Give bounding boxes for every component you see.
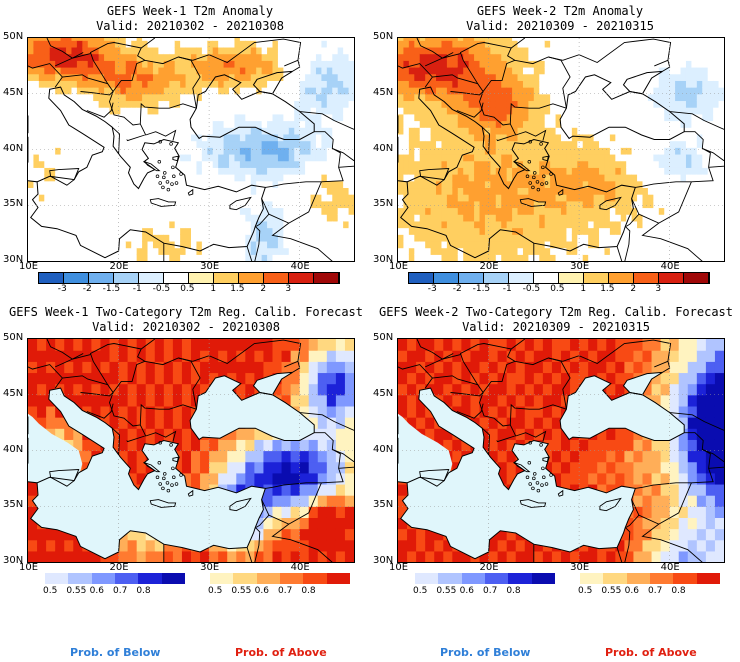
lat-tick-label: 35N: [3, 198, 24, 210]
prob-colorbar-tick-label: 0.55: [231, 586, 252, 596]
lat-tick-label: 30N: [3, 555, 24, 566]
lon-tick-label: 30E: [200, 562, 220, 573]
colorbar-tick-label: 0.5: [180, 284, 195, 294]
panel1-valid-dates: Valid: 20210302 - 20210308: [96, 19, 284, 33]
colorbar-tick-label: -1.5: [102, 284, 121, 294]
lat-tick-label: 45N: [3, 387, 24, 399]
panel4-title: GEFS Week-2 Two-Category T2m Reg. Calib.…: [378, 305, 733, 319]
panel3-valid-dates: Valid: 20210302 - 20210308: [92, 320, 280, 334]
prob-colorbar-tick-label: 0.8: [671, 586, 686, 596]
colorbar-tick-label: -0.5: [522, 284, 541, 294]
prob-colorbar-tick-label: 0.6: [89, 586, 104, 596]
panel4-valid-dates: Valid: 20210309 - 20210315: [462, 320, 650, 334]
lat-tick-label: 40N: [373, 443, 394, 455]
colorbar-tick-label: -1: [502, 284, 512, 294]
lat-tick-label: 40N: [373, 142, 394, 154]
lon-tick-label: 10E: [389, 261, 409, 272]
panel1-title: GEFS Week-1 T2m Anomaly: [106, 4, 274, 18]
prob-colorbar-tick-label: 0.8: [506, 586, 521, 596]
lon-tick-label: 30E: [570, 261, 590, 272]
prob-colorbar-tick-label: 0.55: [436, 586, 457, 596]
lat-tick-label: 40N: [3, 142, 24, 154]
lat-tick-label: 30N: [3, 254, 24, 265]
lon-tick-label: 20E: [479, 562, 499, 573]
lat-tick-label: 40N: [3, 443, 24, 455]
panel2-map: [397, 37, 725, 262]
prob-colorbar-tick-label: 0.7: [483, 586, 498, 596]
colorbar-tick-label: 2: [630, 284, 637, 294]
legend-prob-below-left: Prob. of Below: [70, 646, 161, 659]
colorbar-tick-label: -2: [452, 284, 462, 294]
prob-colorbar-tick-label: 0.7: [113, 586, 128, 596]
prob-colorbar-tick-label: 0.55: [66, 586, 87, 596]
prob-colorbar-tick-label: 0.6: [624, 586, 639, 596]
lat-tick-label: 45N: [3, 86, 24, 98]
panel2-title: GEFS Week-2 T2m Anomaly: [476, 4, 644, 18]
colorbar-tick-label: 3: [655, 284, 662, 294]
colorbar-tick-label: 3: [285, 284, 292, 294]
prob-colorbar-tick-label: 0.7: [278, 586, 293, 596]
colorbar-tick-label: 2: [260, 284, 267, 294]
colorbar-tick-label: 1: [210, 284, 217, 294]
colorbar-tick-label: 1: [580, 284, 587, 294]
lon-tick-label: 40E: [660, 261, 680, 272]
lon-tick-label: 40E: [660, 562, 680, 573]
lon-tick-label: 10E: [19, 562, 39, 573]
colorbar-tick-label: -3: [427, 284, 437, 294]
lat-tick-label: 45N: [373, 387, 394, 399]
lon-tick-label: 30E: [200, 261, 220, 272]
prob-colorbar-tick-label: 0.5: [578, 586, 593, 596]
prob-colorbar-tick-label: 0.55: [601, 586, 622, 596]
anomaly-colorbar: [408, 272, 710, 284]
lon-tick-label: 20E: [109, 562, 129, 573]
lon-tick-label: 40E: [290, 261, 310, 272]
colorbar-tick-label: 1.5: [230, 284, 245, 294]
legend-prob-above-right: Prob. of Above: [605, 646, 697, 659]
lat-tick-label: 50N: [3, 332, 24, 343]
prob-below-colorbar: [45, 573, 185, 584]
panel4-map: [397, 338, 725, 563]
lon-tick-label: 10E: [389, 562, 409, 573]
prob-above-colorbar: [210, 573, 350, 584]
colorbar-tick-label: 1.5: [600, 284, 615, 294]
colorbar-tick-label: -2: [82, 284, 92, 294]
lat-tick-label: 30N: [373, 555, 394, 566]
prob-colorbar-tick-label: 0.6: [459, 586, 474, 596]
anomaly-colorbar: [38, 272, 340, 284]
lon-tick-label: 40E: [290, 562, 310, 573]
lat-tick-label: 35N: [3, 499, 24, 511]
lat-tick-label: 50N: [3, 31, 24, 42]
lon-tick-label: 20E: [479, 261, 499, 272]
colorbar-tick-label: -1: [132, 284, 142, 294]
legend-prob-below-right: Prob. of Below: [440, 646, 531, 659]
panel2-valid-dates: Valid: 20210309 - 20210315: [466, 19, 654, 33]
lat-tick-label: 50N: [373, 332, 394, 343]
prob-colorbar-tick-label: 0.8: [301, 586, 316, 596]
panel3-map: [27, 338, 355, 563]
panel1-map: [27, 37, 355, 262]
colorbar-tick-label: -1.5: [472, 284, 491, 294]
prob-above-colorbar: [580, 573, 720, 584]
lon-tick-label: 30E: [570, 562, 590, 573]
prob-colorbar-tick-label: 0.5: [43, 586, 58, 596]
prob-colorbar-tick-label: 0.7: [648, 586, 663, 596]
panel3-title: GEFS Week-1 Two-Category T2m Reg. Calib.…: [8, 305, 363, 319]
lat-tick-label: 35N: [373, 198, 394, 210]
lon-tick-label: 20E: [109, 261, 129, 272]
legend-prob-above-left: Prob. of Above: [235, 646, 327, 659]
prob-colorbar-tick-label: 0.5: [413, 586, 428, 596]
prob-colorbar-tick-label: 0.6: [254, 586, 269, 596]
lat-tick-label: 35N: [373, 499, 394, 511]
lon-tick-label: 10E: [19, 261, 39, 272]
colorbar-tick-label: -0.5: [152, 284, 171, 294]
colorbar-tick-label: 0.5: [550, 284, 565, 294]
lat-tick-label: 30N: [373, 254, 394, 265]
prob-below-colorbar: [415, 573, 555, 584]
lat-tick-label: 50N: [373, 31, 394, 42]
colorbar-tick-label: -3: [57, 284, 67, 294]
prob-colorbar-tick-label: 0.5: [208, 586, 223, 596]
lat-tick-label: 45N: [373, 86, 394, 98]
prob-colorbar-tick-label: 0.8: [136, 586, 151, 596]
